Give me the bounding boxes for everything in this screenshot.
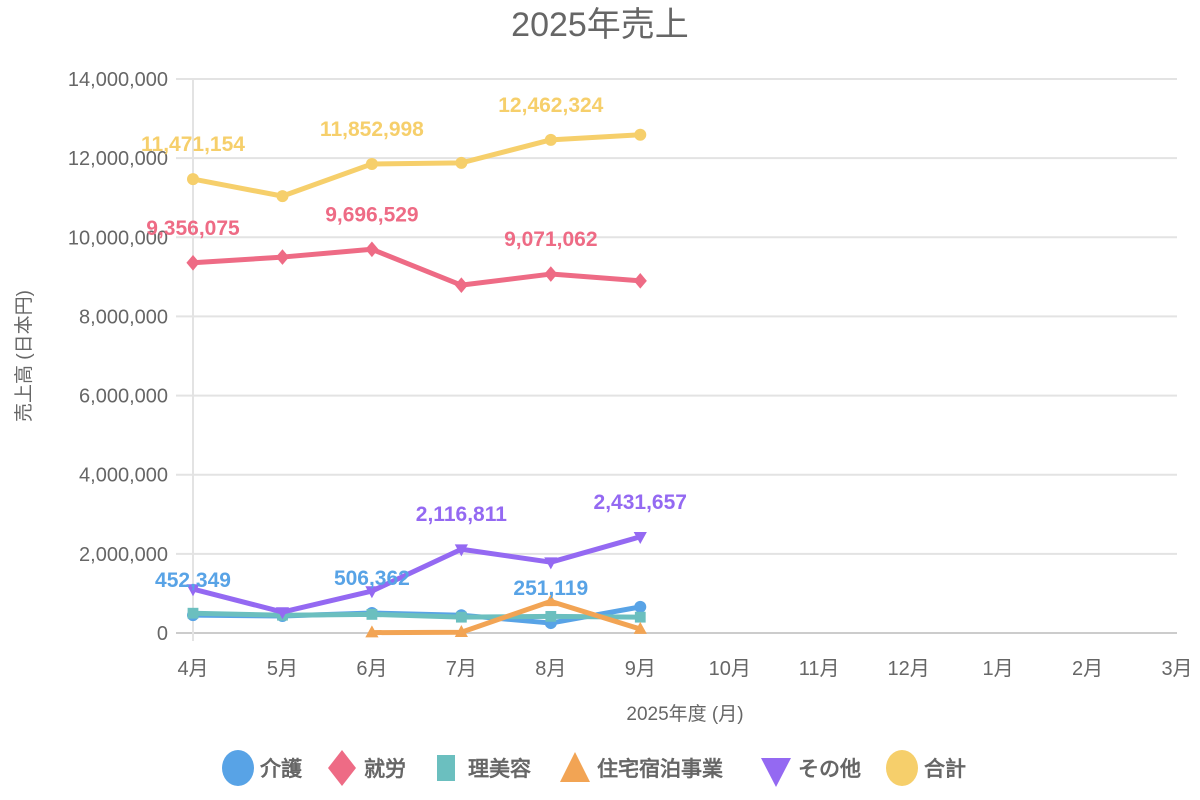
- data-point: [633, 531, 647, 544]
- series-3: [365, 594, 647, 638]
- data-point: [186, 254, 200, 271]
- data-label: 9,071,062: [504, 228, 597, 251]
- data-label: 11,471,154: [141, 133, 245, 156]
- data-point: [455, 611, 467, 623]
- data-point: [365, 241, 379, 258]
- legend-square-icon: [437, 755, 455, 781]
- legend-triangle-down-icon: [761, 758, 791, 787]
- legend-item[interactable]: 就労: [328, 750, 406, 786]
- legend-label: 介護: [259, 757, 303, 781]
- data-label: 9,356,075: [146, 217, 240, 240]
- data-point: [187, 173, 199, 186]
- series-4: [186, 531, 647, 620]
- legend-label: 住宅宿泊事業: [597, 757, 724, 781]
- data-label: 2,116,811: [416, 503, 507, 526]
- y-tick-label: 4,000,000: [79, 465, 168, 487]
- data-label: 9,696,529: [325, 203, 418, 226]
- data-labels-layer: 452,349 506,362 251,119 9,356,075 9,696,529 9…: [141, 94, 687, 600]
- data-label: 251,119: [513, 577, 588, 600]
- data-point: [633, 621, 647, 634]
- series-line: [192, 132, 641, 199]
- x-tick-label: 10月: [709, 658, 751, 680]
- legend-item[interactable]: 理美容: [437, 755, 531, 781]
- y-tick-label: 10,000,000: [68, 227, 168, 249]
- data-point: [365, 625, 379, 638]
- series-1: [186, 241, 647, 293]
- series-line: [192, 246, 641, 288]
- data-point: [544, 594, 558, 607]
- data-point: [276, 190, 289, 203]
- x-tick-label: 9月: [625, 658, 656, 680]
- data-point: [634, 611, 646, 623]
- legend-item[interactable]: 合計: [886, 750, 966, 786]
- y-tick-label: 14,000,000: [68, 69, 168, 91]
- x-tick-label: 8月: [535, 658, 566, 680]
- x-axis-ticks: 4月 5月 6月 7月 8月 9月 10月 11月 12月 1月 2月 3月: [177, 658, 1192, 680]
- data-point: [454, 544, 468, 557]
- data-point: [633, 273, 647, 289]
- data-label: 452,349: [155, 569, 231, 592]
- data-point: [544, 266, 558, 282]
- data-point: [275, 249, 290, 265]
- data-point: [544, 133, 557, 146]
- legend-label: 就労: [364, 757, 406, 781]
- x-tick-label: 3月: [1161, 658, 1192, 680]
- grid-lines: [176, 78, 1177, 641]
- y-axis-title: 売上高 (日本円): [13, 290, 35, 422]
- x-tick-label: 5月: [267, 658, 298, 680]
- y-tick-label: 6,000,000: [79, 386, 168, 408]
- legend-label: 合計: [924, 757, 966, 781]
- y-tick-label: 12,000,000: [68, 148, 168, 170]
- legend-triangle-icon: [560, 752, 590, 782]
- y-axis-ticks: 0 2,000,000 4,000,000 6,000,000 8,000,000 10,…: [68, 69, 168, 645]
- data-point: [365, 586, 379, 599]
- data-point: [454, 277, 468, 293]
- series-layer: [186, 128, 647, 638]
- legend-item[interactable]: その他: [761, 758, 861, 787]
- legend-item[interactable]: 介護: [222, 750, 303, 786]
- data-point: [365, 157, 378, 170]
- series-5: [187, 128, 647, 203]
- data-label: 506,362: [334, 567, 410, 590]
- x-tick-label: 4月: [177, 658, 208, 680]
- data-point: [545, 610, 557, 622]
- x-tick-label: 7月: [446, 658, 477, 680]
- legend-item[interactable]: 住宅宿泊事業: [560, 752, 724, 782]
- x-tick-label: 2月: [1072, 658, 1103, 680]
- x-tick-label: 12月: [888, 658, 930, 680]
- legend-label: 理美容: [468, 757, 531, 781]
- data-point: [634, 128, 647, 141]
- legend-label: その他: [798, 758, 861, 781]
- x-tick-label: 11月: [799, 658, 840, 680]
- y-tick-label: 8,000,000: [79, 306, 168, 328]
- y-tick-label: 2,000,000: [79, 544, 168, 566]
- legend-diamond-icon: [328, 750, 356, 786]
- data-point: [634, 600, 647, 613]
- chart-title: 2025年売上: [511, 6, 689, 44]
- series-line: [192, 610, 641, 620]
- data-point: [544, 557, 558, 570]
- series-line: [371, 598, 642, 636]
- data-label: 11,852,998: [320, 118, 424, 141]
- data-label: 12,462,324: [498, 94, 603, 117]
- data-point: [186, 584, 200, 597]
- x-axis-title: 2025年度 (月): [626, 703, 743, 725]
- data-point: [275, 607, 290, 620]
- x-tick-label: 6月: [356, 658, 387, 680]
- series-line: [192, 534, 641, 615]
- data-label: 2,431,657: [594, 491, 687, 514]
- data-point: [187, 607, 199, 619]
- legend-circle-icon: [222, 750, 254, 786]
- x-tick-label: 1月: [983, 658, 1014, 680]
- legend: 介護 就労 理美容 住宅宿泊事業 その他 合計: [222, 750, 966, 787]
- legend-circle-icon: [886, 750, 918, 786]
- y-tick-label: 0: [157, 623, 168, 645]
- data-point: [455, 156, 468, 169]
- data-point: [454, 625, 468, 638]
- data-point: [366, 609, 378, 620]
